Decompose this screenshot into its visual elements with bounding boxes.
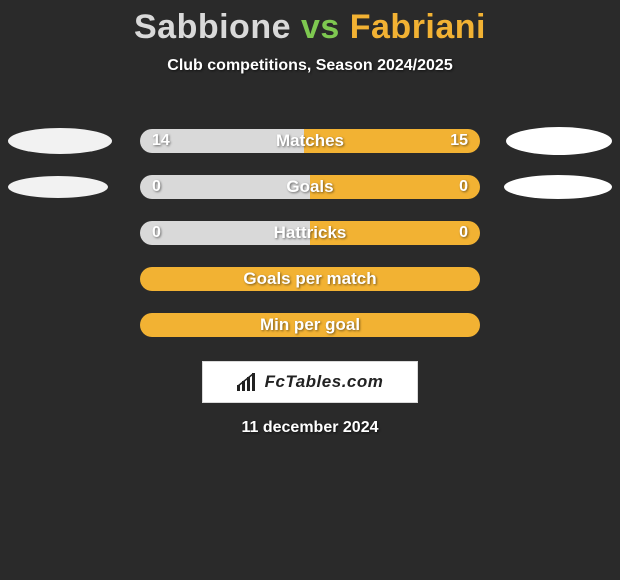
stat-value-player1: 0 — [152, 175, 161, 199]
stat-label: Goals — [140, 175, 480, 199]
stat-label: Matches — [140, 129, 480, 153]
stat-bar: Goals per match — [140, 267, 480, 291]
logo-text: FcTables.com — [265, 372, 384, 392]
logo-box: FcTables.com — [202, 361, 418, 403]
stat-row: Goals0 0 — [0, 163, 620, 209]
stat-value-player1: 14 — [152, 129, 170, 153]
title-vs: vs — [301, 8, 340, 46]
stat-label: Hattricks — [140, 221, 480, 245]
stat-value-player1: 0 — [152, 221, 161, 245]
comparison-infographic: Sabbione vs Fabriani Club competitions, … — [0, 0, 620, 437]
bars-icon — [237, 373, 259, 391]
stat-row: Matches14 15 — [0, 117, 620, 163]
portion-oval-player1 — [8, 176, 108, 198]
stat-bar: Goals0 0 — [140, 175, 480, 199]
stat-label: Goals per match — [140, 267, 480, 291]
title-player2: Fabriani — [350, 8, 486, 46]
portion-oval-player1 — [8, 128, 112, 154]
logo: FcTables.com — [237, 372, 384, 392]
portion-oval-player2 — [506, 127, 612, 155]
title-player1: Sabbione — [134, 8, 291, 46]
page-title: Sabbione vs Fabriani — [0, 8, 620, 47]
stat-row: Goals per match — [0, 255, 620, 301]
stat-rows: Matches1415Goals00Hattricks00Goals per m… — [0, 117, 620, 347]
stat-bar: Matches14 15 — [140, 129, 480, 153]
stat-value-player2: 0 — [459, 175, 468, 199]
stat-row: Min per goal — [0, 301, 620, 347]
stat-bar: Hattricks0 0 — [140, 221, 480, 245]
stat-value-player2: 15 — [450, 129, 468, 153]
stat-bar: Min per goal — [140, 313, 480, 337]
stat-value-player2: 0 — [459, 221, 468, 245]
subtitle: Club competitions, Season 2024/2025 — [0, 57, 620, 75]
stat-label: Min per goal — [140, 313, 480, 337]
portion-oval-player2 — [504, 175, 612, 199]
date-text: 11 december 2024 — [0, 419, 620, 437]
stat-row: Hattricks0 0 — [0, 209, 620, 255]
